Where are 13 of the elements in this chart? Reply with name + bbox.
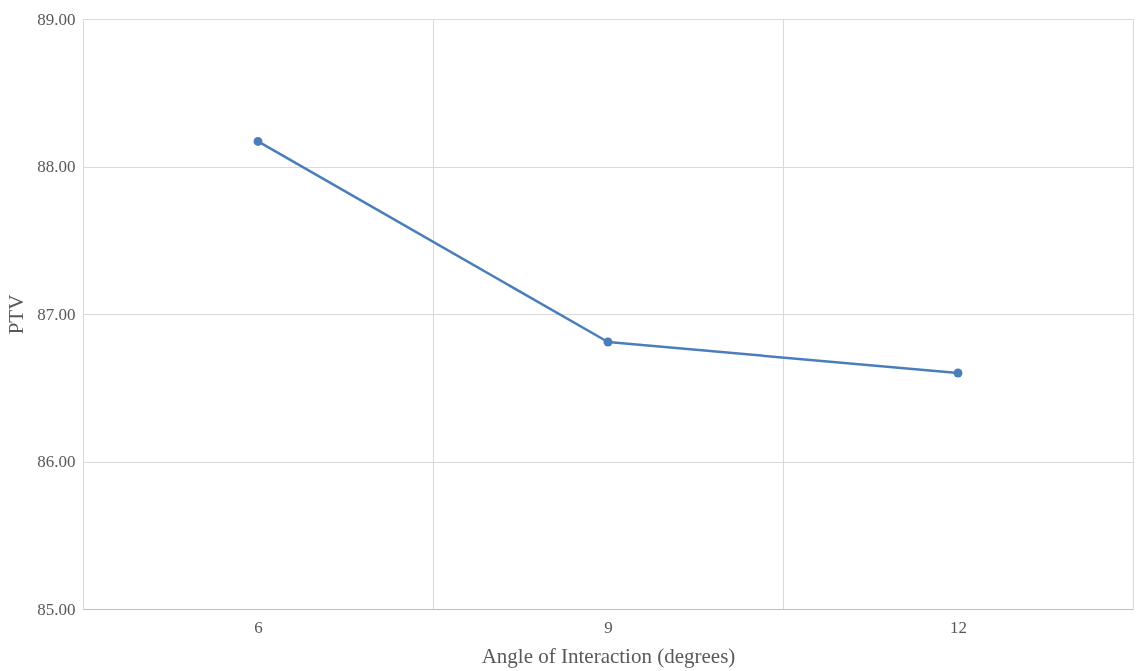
y-tick-label: 87.00 [37, 304, 76, 324]
point [953, 368, 963, 378]
x-tick-label: 9 [604, 617, 613, 637]
y-axis-title: PTV [4, 294, 29, 335]
y-tick-label: 86.00 [37, 452, 76, 471]
x-tick-label: 6 [254, 617, 263, 637]
point [253, 136, 263, 146]
x-tick-label: 12 [950, 617, 967, 637]
y-tick-label: 85.00 [37, 599, 76, 619]
x-axis-title: Angle of Interaction (degrees) [481, 643, 736, 668]
y-tick-label: 89.00 [37, 9, 76, 29]
point [603, 337, 613, 347]
y-tick-label: 88.00 [37, 157, 76, 176]
